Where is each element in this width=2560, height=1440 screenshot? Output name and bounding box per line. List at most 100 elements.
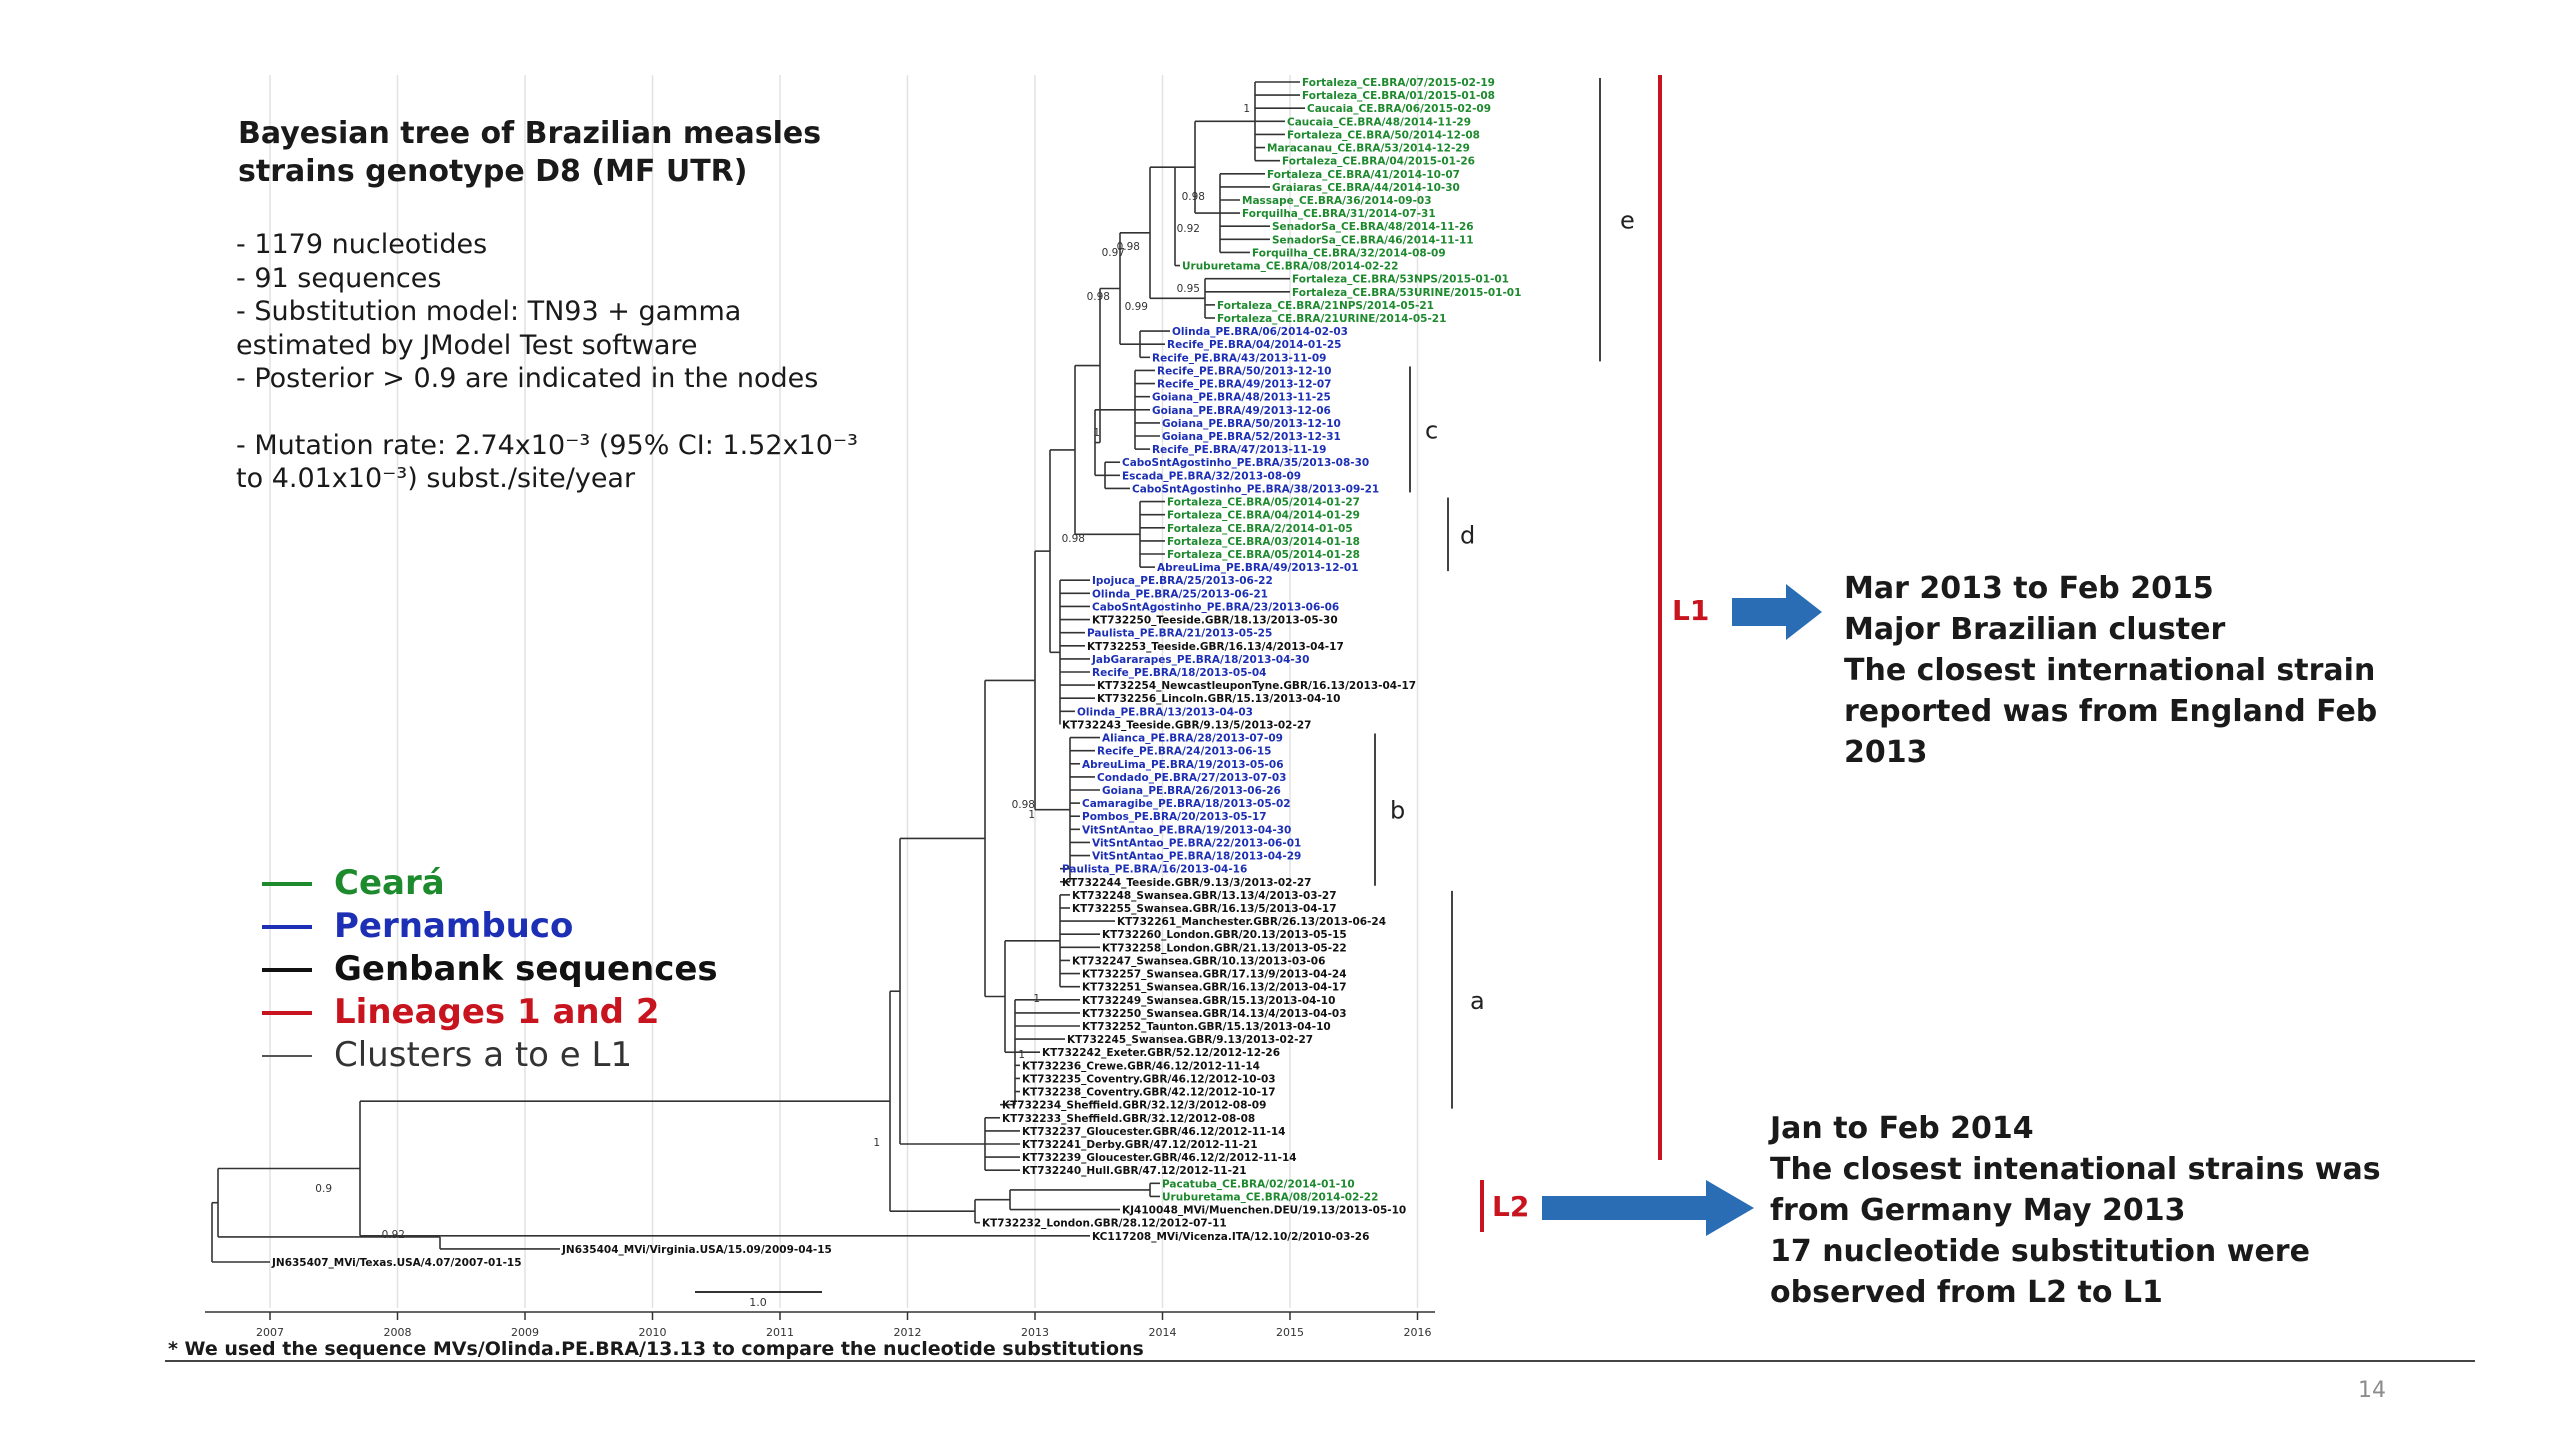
tree-branches — [211, 81, 1305, 1263]
tip-label: VitSntAntao_PE.BRA/22/2013-06-01 — [1092, 837, 1301, 849]
tip-label: Recife_PE.BRA/50/2013-12-10 — [1157, 365, 1332, 377]
tip-label: Fortaleza_CE.BRA/01/2015-01-08 — [1302, 90, 1495, 102]
tip-label: Escada_PE.BRA/32/2013-08-09 — [1122, 470, 1301, 482]
tip-label: Caucaia_CE.BRA/48/2014-11-29 — [1287, 116, 1471, 128]
legend-swatch — [262, 967, 312, 972]
tip-label: Condado_PE.BRA/27/2013-07-03 — [1097, 772, 1287, 784]
node-support: 1 — [1243, 103, 1250, 115]
tip-label: Recife_PE.BRA/24/2013-06-15 — [1097, 746, 1272, 758]
tip-label: Graiaras_CE.BRA/44/2014-10-30 — [1272, 182, 1460, 194]
tip-label: KT732249_Swansea.GBR/15.13/2013-04-10 — [1082, 995, 1335, 1007]
tip-label: Caucaia_CE.BRA/06/2015-02-09 — [1307, 103, 1491, 115]
legend-swatch — [262, 1010, 312, 1015]
node-support: 0.98 — [1062, 533, 1085, 545]
axis-tick-label: 2009 — [511, 1326, 539, 1339]
tip-label: KT732261_Manchester.GBR/26.13/2013-06-24 — [1117, 916, 1386, 928]
node-support: 0.92 — [1177, 223, 1200, 235]
tip-label: Fortaleza_CE.BRA/03/2014-01-18 — [1167, 536, 1360, 548]
tip-label: KT732244_Teeside.GBR/9.13/3/2013-02-27 — [1062, 877, 1311, 889]
tip-label: Forquilha_CE.BRA/32/2014-08-09 — [1252, 247, 1446, 259]
tip-label: Pacatuba_CE.BRA/02/2014-01-10 — [1162, 1178, 1355, 1190]
tip-label: AbreuLima_PE.BRA/19/2013-05-06 — [1082, 759, 1284, 771]
tip-label: KT732247_Swansea.GBR/10.13/2013-03-06 — [1072, 955, 1325, 967]
node-support: 0.98 — [1182, 191, 1205, 203]
scale-bar-label: 1.0 — [749, 1296, 767, 1309]
node-support: 1 — [1028, 809, 1035, 821]
axis-tick-label: 2016 — [1404, 1326, 1432, 1339]
tip-label: KT732241_Derby.GBR/47.12/2012-11-21 — [1022, 1139, 1258, 1151]
node-support: 0.9 — [315, 1183, 332, 1195]
title-line-2: strains genotype D8 (MF UTR) — [238, 154, 748, 189]
tip-label: JN635407_MVi/Texas.USA/4.07/2007-01-15 — [271, 1257, 522, 1269]
legend-item-lineages: Lineages 1 and 2 — [262, 991, 718, 1034]
l2-substitutions-direction: observed from L2 to L1 — [1770, 1275, 2163, 1310]
tip-label: KT732239_Gloucester.GBR/46.12/2/2012-11-… — [1022, 1152, 1297, 1164]
note-mutation-rate: - Mutation rate: 2.74x10⁻³ (95% CI: 1.52… — [236, 429, 858, 461]
tip-label: KT732233_Sheffield.GBR/32.12/2012-08-08 — [1002, 1113, 1255, 1125]
axis-tick-label: 2011 — [766, 1326, 794, 1339]
cluster-brackets: e c d b a — [1374, 78, 1635, 1109]
tip-label: Paulista_PE.BRA/16/2013-04-16 — [1062, 864, 1247, 876]
axis-tick-label: 2008 — [384, 1326, 412, 1339]
tip-label: Uruburetama_CE.BRA/08/2014-02-22 — [1182, 261, 1398, 273]
tip-label: KT732251_Swansea.GBR/16.13/2/2013-04-17 — [1082, 982, 1347, 994]
tip-labels: Fortaleza_CE.BRA/07/2015-02-19Fortaleza_… — [271, 77, 1521, 1269]
legend-item-clusters: Clusters a to e L1 — [262, 1034, 718, 1077]
node-support: 0.98 — [1087, 291, 1110, 303]
arrow-l2-icon — [1542, 1180, 1754, 1236]
tip-label: KT732254_NewcastleuponTyne.GBR/16.13/201… — [1097, 680, 1416, 692]
axis-tick-label: 2013 — [1021, 1326, 1049, 1339]
tip-label: KT732234_Sheffield.GBR/32.12/3/2012-08-0… — [1002, 1100, 1266, 1112]
tip-label: Fortaleza_CE.BRA/21NPS/2014-05-21 — [1217, 300, 1434, 312]
tip-label: Pombos_PE.BRA/20/2013-05-17 — [1082, 811, 1267, 823]
tip-label: Fortaleza_CE.BRA/53NPS/2015-01-01 — [1292, 274, 1509, 286]
l1-major-cluster: Major Brazilian cluster — [1844, 612, 2226, 647]
node-support: 0.98 — [1012, 799, 1035, 811]
tip-label: Fortaleza_CE.BRA/04/2015-01-26 — [1282, 156, 1475, 168]
tip-label: Olinda_PE.BRA/06/2014-02-03 — [1172, 326, 1348, 338]
lineage-1-label: L1 — [1672, 594, 1709, 627]
color-legend: Ceará Pernambuco Genbank sequences Linea… — [262, 862, 718, 1077]
tip-label: Goiana_PE.BRA/50/2013-12-10 — [1162, 418, 1341, 430]
tip-label: KT732256_Lincoln.GBR/15.13/2013-04-10 — [1097, 693, 1340, 705]
l1-closest-strain-origin: reported was from England Feb — [1844, 694, 2378, 729]
method-notes: - 1179 nucleotides - 91 sequences - Subs… — [236, 228, 858, 496]
tip-label: Olinda_PE.BRA/13/2013-04-03 — [1077, 706, 1253, 718]
tip-label: Recife_PE.BRA/47/2013-11-19 — [1152, 444, 1327, 456]
node-support: 1 — [1033, 993, 1040, 1005]
node-support: 1 — [873, 1137, 880, 1149]
cluster-label-c: c — [1425, 416, 1438, 444]
tip-label: Recife_PE.BRA/04/2014-01-25 — [1167, 339, 1342, 351]
l2-closest-strain: The closest intenational strains was — [1770, 1152, 2381, 1187]
tip-label: KT732250_Swansea.GBR/14.13/4/2013-04-03 — [1082, 1008, 1347, 1020]
tip-label: Goiana_PE.BRA/49/2013-12-06 — [1152, 405, 1331, 417]
cluster-label-d: d — [1460, 521, 1475, 549]
legend-swatch — [262, 924, 312, 929]
tree-title: Bayesian tree of Brazilian measles strai… — [238, 115, 821, 191]
tip-label: Fortaleza_CE.BRA/21URINE/2014-05-21 — [1217, 313, 1446, 325]
tip-label: KT732235_Coventry.GBR/46.12/2012-10-03 — [1022, 1073, 1276, 1085]
legend-item-pernambuco: Pernambuco — [262, 905, 718, 948]
l1-date-range: Mar 2013 to Feb 2015 — [1844, 571, 2214, 606]
tip-label: KT732252_Taunton.GBR/15.13/2013-04-10 — [1082, 1021, 1331, 1033]
tip-label: VitSntAntao_PE.BRA/18/2013-04-29 — [1092, 851, 1301, 863]
node-support: 0.98 — [1117, 241, 1140, 253]
l1-closest-strain-year: 2013 — [1844, 735, 1928, 770]
tip-label: Goiana_PE.BRA/52/2013-12-31 — [1162, 431, 1341, 443]
tip-label: Recife_PE.BRA/49/2013-12-07 — [1157, 379, 1332, 391]
tip-label: Fortaleza_CE.BRA/05/2014-01-27 — [1167, 497, 1360, 509]
tip-label: VitSntAntao_PE.BRA/19/2013-04-30 — [1082, 824, 1291, 836]
tip-label: KT732242_Exeter.GBR/52.12/2012-12-26 — [1042, 1047, 1280, 1059]
tip-label: Alianca_PE.BRA/28/2013-07-09 — [1102, 733, 1283, 745]
footnote: * We used the sequence MVs/Olinda.PE.BRA… — [168, 1338, 1144, 1360]
tip-label: Fortaleza_CE.BRA/2/2014-01-05 — [1167, 523, 1353, 535]
tip-label: Paulista_PE.BRA/21/2013-05-25 — [1087, 628, 1272, 640]
legend-item-genbank: Genbank sequences — [262, 948, 718, 991]
node-support-values: 10.980.920.950.970.980.990.9810.9810.981… — [315, 103, 1250, 1241]
tip-label: Forquilha_CE.BRA/31/2014-07-31 — [1242, 208, 1436, 220]
year-gridlines — [269, 75, 1419, 1308]
node-support: 0.99 — [1125, 301, 1148, 313]
node-support: 1 — [1093, 427, 1100, 439]
